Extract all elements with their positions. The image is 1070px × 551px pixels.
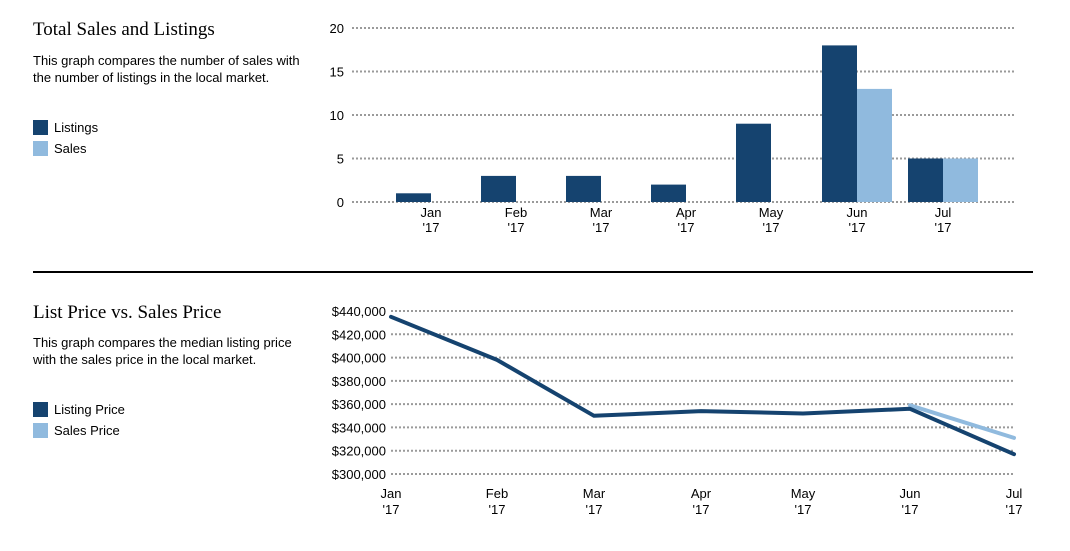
y-tick-label: $380,000 <box>332 374 386 389</box>
x-tick-label: Jan <box>421 205 442 220</box>
legend-label-sales-price: Sales Price <box>54 423 120 438</box>
sales-price-swatch <box>33 423 48 438</box>
x-tick-label: '17 <box>795 502 812 517</box>
x-tick-label: Feb <box>505 205 527 220</box>
bar-listings <box>566 175 601 202</box>
listings-swatch <box>33 120 48 135</box>
x-tick-label: '17 <box>1006 502 1023 517</box>
x-tick-label: Apr <box>691 486 712 501</box>
x-tick-label: Jul <box>1006 486 1023 501</box>
y-tick-label: 15 <box>330 65 344 80</box>
y-tick-label: 0 <box>337 195 344 210</box>
y-tick-label: 10 <box>330 108 344 123</box>
legend-label-listing-price: Listing Price <box>54 402 125 417</box>
x-tick-label: '17 <box>586 502 603 517</box>
y-tick-label: $320,000 <box>332 444 386 459</box>
bar-sales <box>857 88 892 202</box>
y-tick-label: $440,000 <box>332 304 386 319</box>
x-tick-label: '17 <box>849 220 866 235</box>
sales-listings-legend: Listings Sales <box>33 117 98 159</box>
x-tick-label: '17 <box>902 502 919 517</box>
x-tick-label: '17 <box>423 220 440 235</box>
x-tick-label: '17 <box>763 220 780 235</box>
y-tick-label: $420,000 <box>332 327 386 342</box>
sales-listings-title: Total Sales and Listings <box>33 19 215 40</box>
bar-listings <box>651 184 686 202</box>
x-tick-label: Apr <box>676 205 697 220</box>
x-tick-label: May <box>759 205 784 220</box>
y-tick-label: 5 <box>337 152 344 167</box>
x-tick-label: May <box>791 486 816 501</box>
bar-listings <box>822 45 857 203</box>
x-tick-label: '17 <box>678 220 695 235</box>
x-tick-label: Mar <box>583 486 606 501</box>
section-divider <box>33 271 1033 273</box>
sales-listings-description: This graph compares the number of sales … <box>33 53 300 85</box>
x-tick-label: Feb <box>486 486 508 501</box>
bar-listings <box>481 175 516 202</box>
y-tick-label: $340,000 <box>332 420 386 435</box>
legend-item-sales: Sales <box>33 138 98 159</box>
legend-label-sales: Sales <box>54 141 87 156</box>
y-tick-label: $300,000 <box>332 467 386 482</box>
y-tick-label: $400,000 <box>332 351 386 366</box>
legend-item-listings: Listings <box>33 117 98 138</box>
y-tick-label: $360,000 <box>332 397 386 412</box>
price-title: List Price vs. Sales Price <box>33 302 222 323</box>
x-tick-label: '17 <box>508 220 525 235</box>
legend-item-sales-price: Sales Price <box>33 420 125 441</box>
bar-listings <box>736 123 771 202</box>
price-description: This graph compares the median listing p… <box>33 335 292 367</box>
legend-item-listing-price: Listing Price <box>33 399 125 420</box>
sales-swatch <box>33 141 48 156</box>
x-tick-label: '17 <box>489 502 506 517</box>
bar-listings <box>908 158 943 202</box>
x-tick-label: Jun <box>900 486 921 501</box>
x-tick-label: Jun <box>847 205 868 220</box>
x-tick-label: '17 <box>593 220 610 235</box>
line-listing-price <box>389 314 1016 457</box>
legend-label-listings: Listings <box>54 120 99 135</box>
x-tick-label: '17 <box>693 502 710 517</box>
y-tick-label: 20 <box>330 21 344 36</box>
x-tick-label: '17 <box>383 502 400 517</box>
x-tick-label: Jul <box>935 205 952 220</box>
line-sales-price <box>908 403 1016 440</box>
x-tick-label: Jan <box>381 486 402 501</box>
listing-price-swatch <box>33 402 48 417</box>
bar-sales <box>943 158 978 202</box>
price-legend: Listing Price Sales Price <box>33 399 125 441</box>
x-tick-label: Mar <box>590 205 613 220</box>
x-tick-label: '17 <box>935 220 952 235</box>
bar-listings <box>396 193 431 202</box>
